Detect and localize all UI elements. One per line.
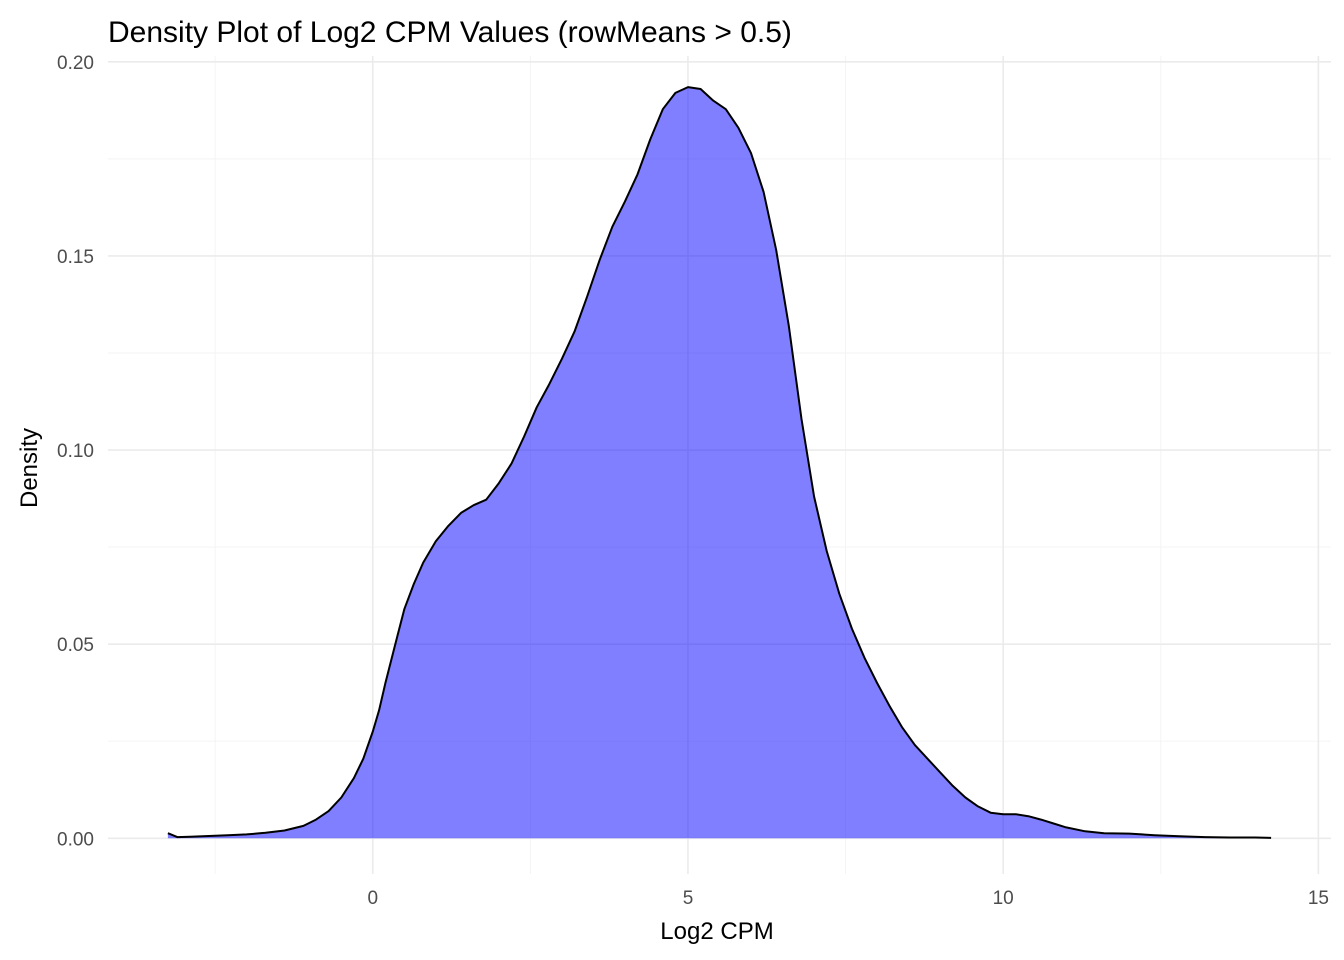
density-area-fill <box>167 87 1272 839</box>
y-tick-label: 0.15 <box>57 247 94 268</box>
plot-area <box>167 86 1272 839</box>
y-tick-label: 0.20 <box>57 53 94 74</box>
tick-labels: 0 5 10 15 0.00 0.05 0.10 0.15 0.20 <box>57 53 1329 909</box>
x-tick-label: 0 <box>367 888 378 909</box>
x-tick-label: 5 <box>683 888 694 909</box>
density-curve-line <box>167 86 1272 839</box>
x-tick-label: 15 <box>1308 888 1329 909</box>
y-tick-label: 0.00 <box>57 829 94 850</box>
x-tick-label: 10 <box>993 888 1014 909</box>
chart-title: Density Plot of Log2 CPM Values (rowMean… <box>108 16 792 49</box>
y-tick-label: 0.05 <box>57 635 94 656</box>
y-tick-label: 0.10 <box>57 441 94 462</box>
y-axis-label: Density <box>16 428 43 508</box>
x-axis-label: Log2 CPM <box>660 918 773 945</box>
